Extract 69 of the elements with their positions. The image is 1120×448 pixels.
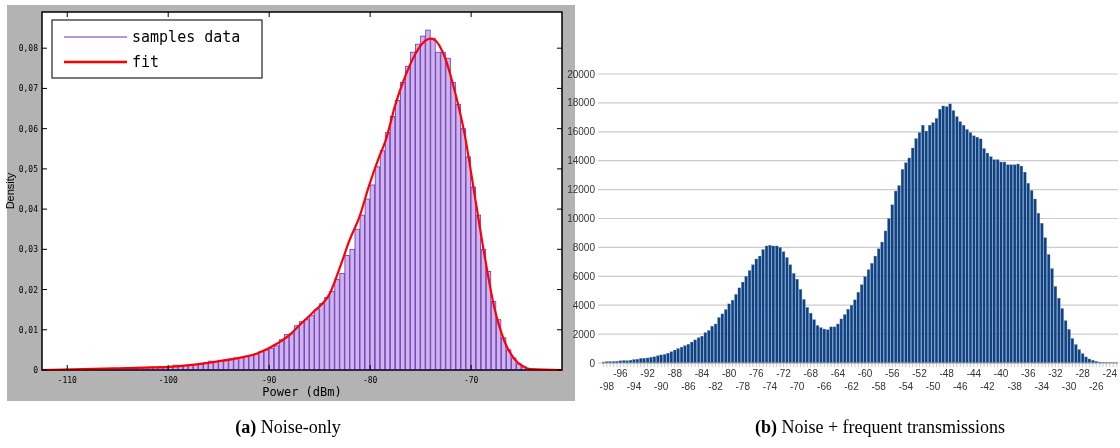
y-tick-label: 0,01	[18, 325, 39, 335]
x-tick-label: -110	[57, 376, 78, 385]
x-tick-label: -92	[640, 368, 656, 379]
x-tick-label: -28	[1075, 368, 1091, 379]
x-tick-label: -26	[1088, 381, 1104, 392]
x-tick-label: -68	[803, 368, 819, 379]
x-tick-label: -98	[599, 381, 615, 392]
y-tick-label: 0,07	[18, 84, 39, 94]
x-tick-label: -44	[966, 368, 982, 379]
x-tick-label: -42	[980, 381, 996, 392]
x-tick-label: -100	[158, 376, 179, 385]
x-tick-label: -88	[667, 368, 683, 379]
y-tick-label: 0,08	[18, 44, 39, 54]
x-tick-label: -72	[776, 368, 792, 379]
x-tick-label: -40	[993, 368, 1009, 379]
x-tick-label: -94	[626, 381, 642, 392]
y-tick-label: 0	[33, 366, 39, 375]
x-tick-label: -46	[953, 381, 968, 392]
x-tick-label: -70	[789, 381, 805, 392]
x-tick-label: -66	[817, 381, 832, 392]
y-tick-label: 0,02	[18, 285, 39, 295]
x-tick-label: -90	[261, 376, 277, 385]
x-tick-label: -56	[885, 368, 900, 379]
x-tick-label: -86	[681, 381, 697, 392]
y-tick-label: 12000	[567, 184, 596, 196]
x-tick-label: -24	[1102, 368, 1118, 379]
x-tick-label: -70	[463, 376, 479, 385]
y-tick-label: 18000	[567, 97, 596, 109]
y-tick-label: 0	[589, 357, 596, 369]
x-tick-label: -38	[1007, 381, 1023, 392]
y-tick-label: 16000	[567, 126, 596, 138]
x-tick-label: -52	[912, 368, 928, 379]
x-tick-label: -48	[939, 368, 955, 379]
x-tick-label: -96	[613, 368, 629, 379]
text: (a) Noise-only	[235, 417, 341, 438]
y-tick-label: 0,06	[18, 124, 39, 134]
x-tick-label: -62	[844, 381, 860, 392]
x-tick-label: -64	[830, 368, 846, 379]
y-tick-label: 8000	[572, 241, 596, 253]
y-tick-label: 6000	[572, 270, 596, 282]
x-tick-label: -80	[362, 376, 378, 385]
y-tick-label: 2000	[572, 328, 596, 340]
y-tick-label: 14000	[567, 155, 596, 167]
x-tick-label: -54	[898, 381, 914, 392]
y-tick-label: 0,04	[18, 205, 39, 215]
y-tick-label: 20000	[567, 68, 596, 80]
x-tick-label: -30	[1061, 381, 1077, 392]
x-tick-label: -78	[735, 381, 751, 392]
x-tick-label: -50	[925, 381, 941, 392]
legend-label: samples data	[132, 28, 241, 46]
x-tick-label: -90	[653, 381, 669, 392]
y-tick-label: 10000	[567, 213, 596, 224]
x-tick-label: -34	[1034, 381, 1050, 392]
x-axis-title: Power (dBm)	[262, 385, 342, 399]
x-tick-label: -82	[708, 381, 724, 392]
legend-label: fit	[132, 53, 160, 71]
x-tick-label: -32	[1048, 368, 1064, 379]
y-tick-label: 0,05	[18, 164, 39, 174]
x-tick-label: -80	[721, 368, 737, 379]
x-tick-label: -76	[749, 368, 764, 379]
text: (b) Noise + frequent transmissions	[754, 417, 1006, 438]
y-tick-label: 4000	[572, 299, 596, 311]
x-tick-label: -36	[1021, 368, 1036, 379]
x-tick-label: -58	[871, 381, 887, 392]
x-tick-label: -60	[857, 368, 873, 379]
y-axis-title: Density	[4, 172, 16, 210]
x-tick-label: -74	[762, 381, 778, 392]
x-tick-label: -84	[694, 368, 710, 379]
y-tick-label: 0,03	[18, 245, 39, 255]
